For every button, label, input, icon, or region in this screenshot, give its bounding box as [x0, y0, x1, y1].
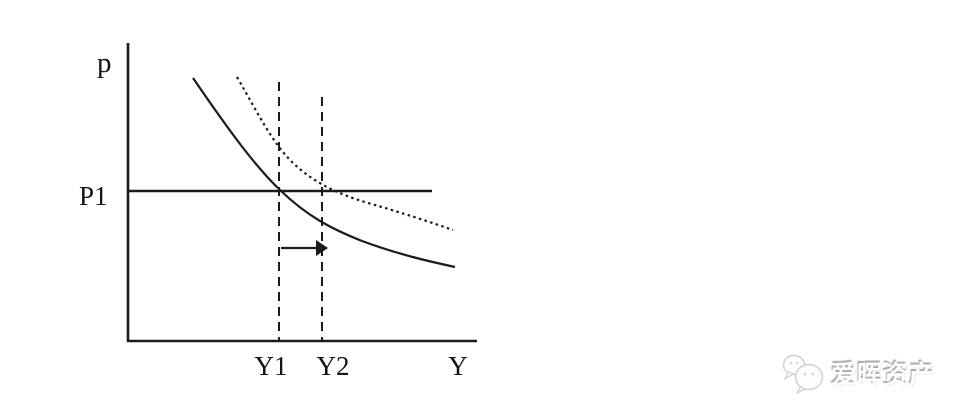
- shift-arrow-head: [316, 240, 328, 256]
- y-axis-label: p: [97, 47, 112, 79]
- x-tick-label-y1: Y1: [254, 351, 288, 381]
- brand-watermark: 爱晖资产: [782, 350, 935, 396]
- curve-original-solid: [192, 77, 456, 269]
- curve-shifted-dotted: [236, 76, 454, 232]
- brand-watermark-text: 爱晖资产: [831, 360, 936, 389]
- chat-bubbles-icon: [782, 354, 824, 395]
- x-tick-label-y2: Y2: [316, 351, 350, 381]
- price-line-label: P1: [79, 181, 108, 211]
- x-axis-label: Y: [448, 351, 468, 381]
